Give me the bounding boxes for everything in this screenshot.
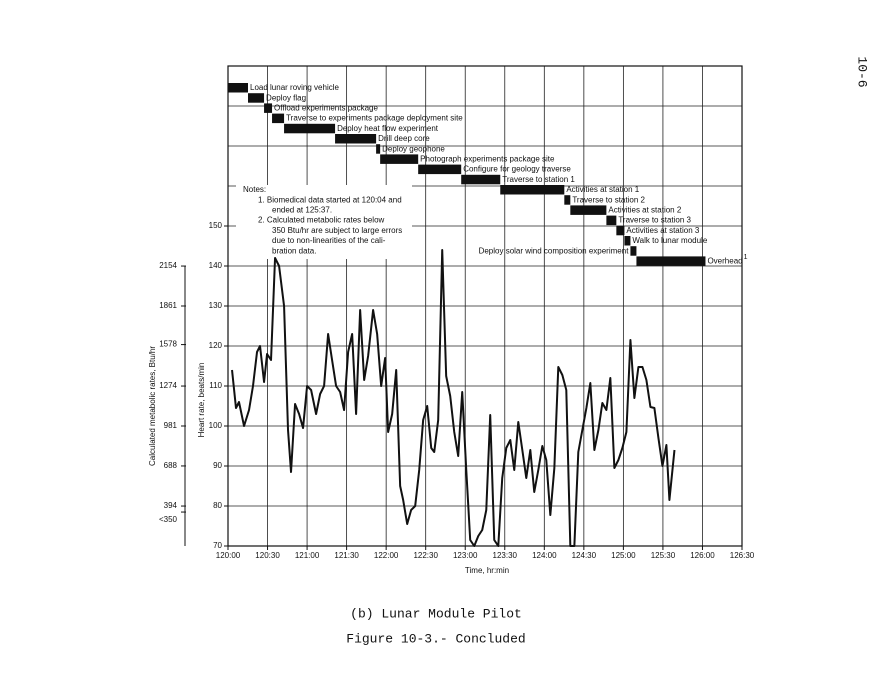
- x-tick-label: 121:00: [295, 551, 320, 560]
- activity-bar: [228, 83, 249, 93]
- y-tick-label: 70: [213, 541, 222, 550]
- y-tick-label: 120: [209, 341, 223, 350]
- note-line: 2. Calculated metabolic rates below: [258, 216, 385, 225]
- y2-axis-label: Calculated metabolic rates, Btu/hr: [148, 346, 157, 466]
- activity-bar: [570, 205, 607, 215]
- note-line: ended at 125:37.: [272, 206, 332, 215]
- x-tick-label: 122:00: [374, 551, 399, 560]
- y-tick-label: 100: [209, 421, 223, 430]
- activity-label: Deploy geophone: [382, 144, 445, 153]
- activity-label: Activities at station 2: [608, 206, 681, 215]
- activity-label: Photograph experiments package site: [420, 155, 555, 164]
- y2-tick-label: 1861: [159, 301, 177, 310]
- activity-label: Activities at station 3: [626, 226, 699, 235]
- x-tick-label: 125:00: [611, 551, 636, 560]
- note-line: Notes:: [243, 185, 266, 194]
- activity-bar: [264, 103, 273, 113]
- activity-bar: [606, 215, 617, 226]
- activity-bar: [380, 154, 419, 164]
- y2-tick-label: 394: [164, 501, 178, 510]
- activity-bar: [630, 246, 637, 256]
- caption: (b) Lunar Module Pilot: [350, 606, 522, 621]
- activity-bar: [500, 185, 565, 195]
- note-line: bration data.: [272, 246, 316, 255]
- figure-label: Figure 10-3.- Concluded: [346, 631, 525, 646]
- activity-label: Deploy solar wind composition experiment: [479, 246, 630, 255]
- x-tick-label: 126:30: [730, 551, 755, 560]
- y2-tick-label: 981: [164, 421, 178, 430]
- activity-bar: [616, 225, 625, 236]
- activity-label: Deploy flag: [266, 93, 306, 102]
- x-tick-label: 124:00: [532, 551, 557, 560]
- y2-tick-label: 1274: [159, 381, 177, 390]
- x-axis-label: Time, hr:min: [465, 566, 509, 575]
- y2-tick-label: <350: [159, 515, 178, 524]
- y-tick-label: 140: [209, 261, 223, 270]
- note-line: 350 Btu/hr are subject to large errors: [272, 226, 402, 235]
- activity-bar: [636, 256, 706, 266]
- y2-tick-label: 688: [164, 461, 178, 470]
- x-tick-label: 126:00: [690, 551, 715, 560]
- activity-label: Traverse to station 3: [618, 216, 691, 225]
- activity-bar: [624, 236, 631, 246]
- activity-bar: [418, 164, 462, 175]
- x-tick-label: 125:30: [651, 551, 676, 560]
- activity-bar: [248, 93, 265, 103]
- x-tick-label: 123:30: [493, 551, 518, 560]
- y-tick-label: 110: [209, 381, 222, 390]
- y2-tick-label: 2154: [159, 261, 177, 270]
- y-axis-label: Heart rate, beats/min: [197, 363, 206, 438]
- activity-bar: [284, 123, 336, 134]
- activity-label: Traverse to experiments package deployme…: [286, 114, 463, 123]
- activity-label: Configure for geology traverse: [463, 165, 571, 174]
- activity-label: Offload experiments package: [274, 104, 378, 113]
- activity-label: Overhead: [707, 257, 742, 266]
- activity-label: Deploy heat flow experiment: [337, 124, 439, 133]
- heart-rate-line: [231, 249, 676, 547]
- activity-bar: [335, 134, 377, 144]
- notes-box: [236, 185, 412, 259]
- y-tick-label: 130: [209, 301, 223, 310]
- activity-label: Load lunar roving vehicle: [250, 83, 339, 92]
- activity-bar: [272, 113, 285, 124]
- page-number: 10-6: [855, 56, 870, 87]
- note-line: due to non-linearities of the cali-: [272, 236, 386, 245]
- activity-label: Activities at station 1: [566, 185, 639, 194]
- activity-label: Drill deep core: [378, 134, 430, 143]
- x-tick-label: 124:30: [572, 551, 597, 560]
- activity-bar: [461, 174, 501, 185]
- x-tick-label: 123:00: [453, 551, 478, 560]
- note-line: 1. Biomedical data started at 120:04 and: [258, 195, 402, 204]
- y-tick-label: 80: [213, 501, 222, 510]
- y-tick-label: 90: [213, 461, 222, 470]
- activity-label: Walk to lunar module: [632, 236, 707, 245]
- activity-bar: [376, 144, 381, 154]
- y-tick-label: 150: [209, 221, 223, 230]
- x-tick-label: 122:30: [413, 551, 438, 560]
- activity-bar: [564, 195, 571, 205]
- x-tick-label: 120:30: [255, 551, 280, 560]
- activity-label: Traverse to station 2: [572, 195, 645, 204]
- activity-label: Traverse to station 1: [502, 175, 575, 184]
- x-tick-label: 121:30: [334, 551, 359, 560]
- footnote-marker: 1: [744, 254, 748, 261]
- x-tick-label: 120:00: [216, 551, 241, 560]
- y2-tick-label: 1578: [159, 340, 177, 349]
